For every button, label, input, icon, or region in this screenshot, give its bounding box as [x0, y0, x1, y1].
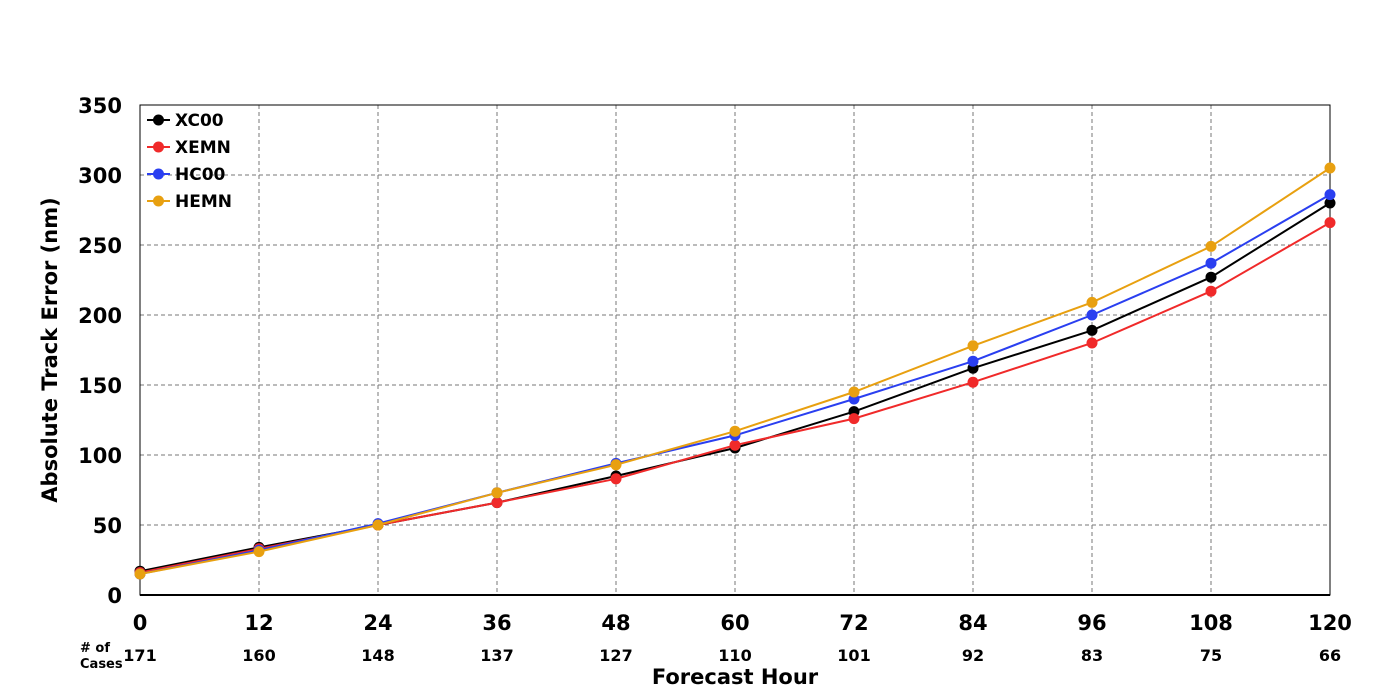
- x-tick-label: 0: [133, 611, 148, 635]
- x-tick-label: 120: [1308, 611, 1352, 635]
- data-point: [1086, 309, 1098, 321]
- series-xemn: [134, 217, 1336, 579]
- legend-swatch-marker: [153, 114, 164, 126]
- data-point: [1086, 324, 1098, 336]
- data-point: [253, 546, 265, 558]
- data-point: [967, 355, 979, 367]
- legend-entry-hemn: HEMN: [147, 192, 232, 212]
- legend-label: XEMN: [175, 138, 231, 158]
- legend-label: HEMN: [175, 192, 232, 212]
- data-point: [1324, 197, 1336, 209]
- cases-label-line2: Cases: [80, 657, 123, 672]
- data-point: [610, 459, 622, 471]
- legend-swatch-marker: [153, 141, 164, 153]
- x-tick-label: 84: [958, 611, 987, 635]
- axes: 0 50 100 150 200 250 300 350 0 171 12 160 24 148 36 137…: [78, 94, 1352, 665]
- data-point: [1205, 285, 1217, 297]
- legend-swatch-marker: [153, 168, 164, 180]
- data-point: [491, 497, 503, 509]
- case-count-label: 83: [1081, 646, 1103, 665]
- case-count-label: 171: [123, 646, 156, 665]
- x-tick-label: 12: [244, 611, 273, 635]
- legend-entry-xemn: XEMN: [147, 138, 231, 158]
- data-point: [1324, 189, 1336, 201]
- data-point: [610, 473, 622, 485]
- case-count-label: 75: [1200, 646, 1222, 665]
- y-tick-label: 250: [78, 234, 122, 258]
- legend-entry-hc00: HC00: [147, 165, 226, 185]
- data-point: [134, 568, 146, 580]
- case-count-label: 127: [599, 646, 632, 665]
- case-count-label: 137: [480, 646, 513, 665]
- x-tick-label: 36: [482, 611, 511, 635]
- case-count-label: 92: [962, 646, 984, 665]
- series-lines: [134, 162, 1336, 580]
- legend: XC00 XEMN HC00 HEMN: [147, 111, 232, 212]
- data-point: [729, 439, 741, 451]
- data-point: [729, 425, 741, 437]
- data-point: [1324, 217, 1336, 229]
- x-tick-label: 108: [1189, 611, 1233, 635]
- x-tick-label: 72: [839, 611, 868, 635]
- cases-label-line1: # of: [80, 641, 110, 656]
- data-point: [372, 519, 384, 531]
- x-tick-label: 96: [1077, 611, 1106, 635]
- data-point: [967, 376, 979, 388]
- data-point: [848, 386, 860, 398]
- data-point: [491, 487, 503, 499]
- y-tick-label: 200: [78, 304, 122, 328]
- grid-lines: [140, 104, 1330, 595]
- y-axis-label: Absolute Track Error (nm): [38, 197, 62, 502]
- data-point: [1205, 240, 1217, 252]
- x-tick-label: 24: [363, 611, 392, 635]
- legend-label: XC00: [175, 111, 224, 131]
- legend-swatch-marker: [153, 195, 164, 207]
- case-count-label: 148: [361, 646, 394, 665]
- data-point: [848, 413, 860, 425]
- legend-entry-xc00: XC00: [147, 111, 224, 131]
- case-count-label: 160: [242, 646, 275, 665]
- data-point: [1086, 296, 1098, 308]
- series-line: [139, 193, 1331, 575]
- data-point: [1086, 337, 1098, 349]
- x-tick-label: 60: [720, 611, 749, 635]
- x-axis-label: Forecast Hour: [652, 665, 819, 689]
- case-count-label: 101: [837, 646, 870, 665]
- y-tick-label: 0: [107, 584, 122, 608]
- data-point: [1205, 271, 1217, 283]
- case-count-label: 110: [718, 646, 751, 665]
- data-point: [1324, 162, 1336, 174]
- data-point: [967, 340, 979, 352]
- y-tick-label: 350: [78, 94, 122, 118]
- y-tick-label: 150: [78, 374, 122, 398]
- case-count-label: 66: [1319, 646, 1341, 665]
- legend-label: HC00: [175, 165, 226, 185]
- data-point: [1205, 257, 1217, 269]
- y-tick-label: 100: [78, 444, 122, 468]
- series-hemn: [134, 162, 1336, 580]
- y-tick-label: 300: [78, 164, 122, 188]
- y-tick-label: 50: [93, 514, 122, 538]
- x-tick-label: 48: [601, 611, 630, 635]
